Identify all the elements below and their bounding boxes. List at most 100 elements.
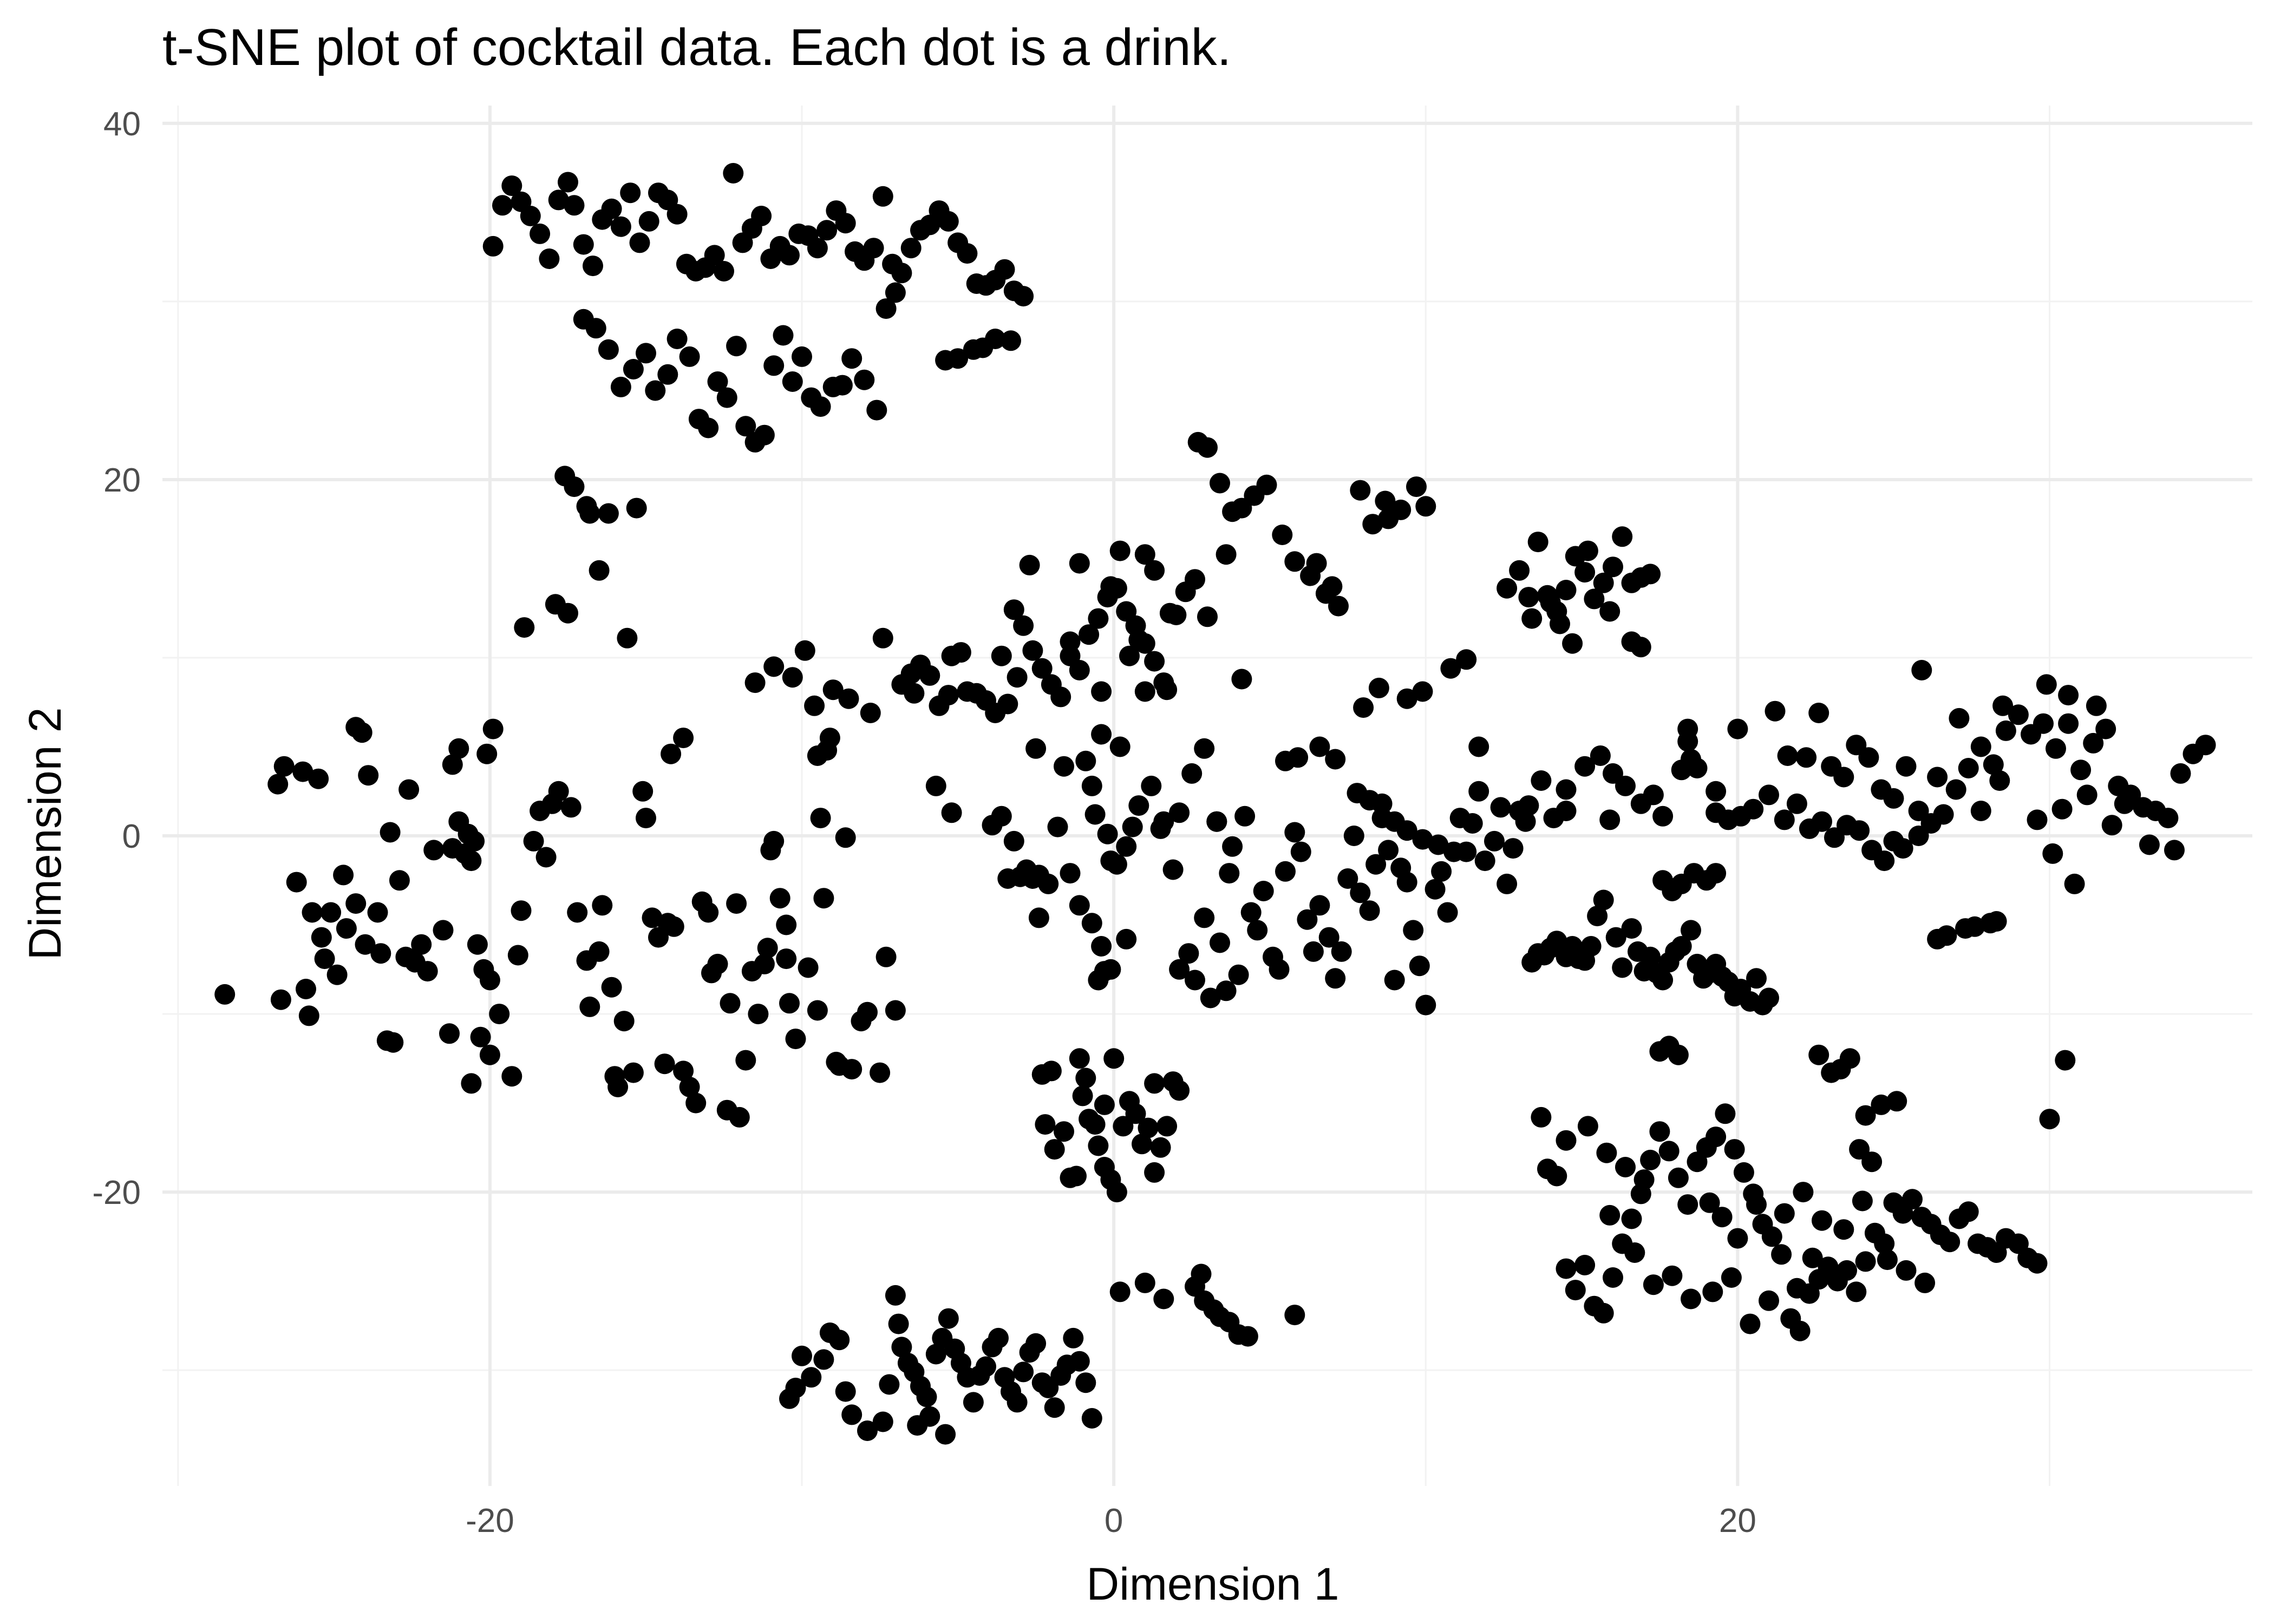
data-point: [560, 797, 581, 818]
data-point: [1194, 738, 1215, 759]
data-point: [751, 206, 772, 226]
data-point: [1839, 1048, 1860, 1069]
data-point: [1793, 1182, 1814, 1203]
data-point: [685, 1092, 707, 1114]
data-point: [1091, 724, 1112, 745]
data-point: [782, 371, 803, 392]
chart-title: t-SNE plot of cocktail data. Each dot is…: [162, 18, 1231, 76]
data-point: [1328, 595, 1349, 617]
data-point: [1852, 1190, 1873, 1212]
data-point: [1580, 936, 1602, 957]
data-point: [891, 263, 912, 284]
data-point: [2195, 735, 2216, 756]
data-point: [1652, 970, 1674, 991]
data-point: [308, 768, 329, 789]
data-point: [1590, 745, 1611, 766]
data-point: [273, 756, 295, 777]
data-point: [1091, 681, 1112, 702]
data-point: [2039, 1109, 2060, 1130]
data-point: [482, 718, 504, 739]
data-point: [314, 948, 335, 970]
data-point: [1178, 943, 1199, 964]
data-point: [782, 667, 803, 688]
data-point: [1992, 695, 2014, 716]
data-point: [816, 220, 838, 241]
data-point: [461, 850, 482, 872]
data-point: [1113, 1116, 1134, 1137]
data-point: [1593, 889, 1614, 911]
data-point: [1069, 1048, 1090, 1069]
data-point: [872, 186, 893, 207]
data-point: [1007, 1392, 1028, 1413]
data-point: [1194, 907, 1215, 928]
data-point: [1640, 564, 1661, 585]
data-point: [1706, 863, 1727, 884]
data-point: [735, 1050, 756, 1071]
data-point: [1428, 834, 1449, 855]
data-point: [1343, 826, 1364, 846]
data-point: [1945, 779, 1966, 800]
data-point: [654, 1053, 675, 1075]
data-point: [872, 1411, 893, 1432]
data-point: [1075, 1372, 1096, 1393]
data-point: [810, 396, 831, 417]
data-point: [355, 934, 376, 955]
data-point: [1497, 578, 1518, 599]
data-point: [875, 298, 897, 319]
data-point: [2008, 704, 2029, 725]
data-point: [1412, 681, 1433, 702]
data-point: [1384, 970, 1405, 991]
data-point: [1153, 1288, 1174, 1309]
data-point: [2046, 738, 2066, 759]
data-point: [1396, 688, 1417, 709]
data-point: [870, 1062, 891, 1083]
data-point: [872, 627, 893, 649]
data-point: [638, 211, 659, 232]
data-point: [1038, 873, 1059, 894]
data-point: [1796, 747, 1817, 768]
data-point: [1640, 946, 1661, 967]
data-point: [679, 346, 700, 367]
data-point: [885, 282, 906, 303]
data-point: [548, 189, 569, 211]
data-point: [1069, 553, 1090, 574]
data-point: [744, 672, 766, 693]
data-point: [1612, 957, 1633, 978]
data-point: [819, 728, 840, 749]
data-point: [1396, 872, 1417, 893]
data-point: [1031, 658, 1053, 679]
data-point: [1497, 873, 1518, 894]
data-point: [511, 900, 532, 921]
data-point: [617, 627, 638, 649]
data-point: [1896, 756, 1917, 777]
data-point: [311, 927, 332, 948]
data-point: [1715, 1103, 1736, 1124]
data-point: [613, 1011, 635, 1032]
data-point: [1081, 1408, 1102, 1429]
data-point: [1019, 554, 1040, 575]
data-point: [1144, 651, 1165, 672]
data-point: [479, 1044, 500, 1065]
data-point: [1038, 1378, 1059, 1398]
data-point: [1886, 1091, 1907, 1112]
data-point: [1088, 608, 1109, 629]
data-point: [2058, 713, 2079, 734]
data-point: [1812, 1210, 1832, 1231]
y-axis-title: Dimension 2: [19, 708, 70, 960]
data-point: [832, 375, 853, 396]
data-point: [1677, 731, 1698, 752]
data-point: [1855, 1251, 1876, 1272]
data-point: [1156, 1116, 1178, 1137]
data-point: [1284, 551, 1305, 572]
data-point: [1231, 669, 1252, 690]
data-point: [1191, 1263, 1212, 1285]
data-point: [860, 703, 881, 723]
data-point: [2083, 732, 2104, 754]
data-point: [1054, 1121, 1074, 1142]
data-point: [1577, 1116, 1598, 1137]
data-point: [2036, 674, 2057, 695]
data-point: [1144, 1073, 1165, 1094]
data-point: [1306, 553, 1327, 574]
data-point: [2101, 815, 2122, 836]
data-point: [476, 743, 498, 764]
